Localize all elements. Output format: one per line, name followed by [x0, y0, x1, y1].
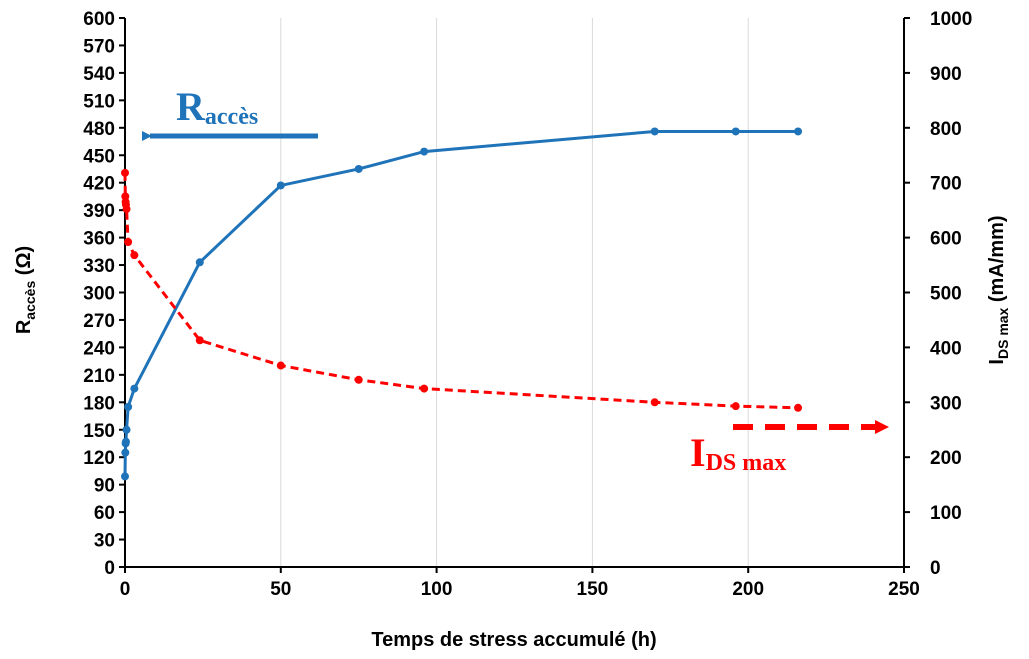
y-left-tick-label-1: 30 [94, 531, 115, 552]
x-tick-label-4: 200 [732, 579, 764, 600]
y-left-tick-label-6: 180 [83, 393, 115, 414]
series-1-point-4 [122, 205, 131, 214]
y-right-tick-label-7: 700 [930, 174, 962, 195]
series-line-0 [123, 129, 799, 477]
y-left-tick-label-2: 60 [94, 503, 115, 524]
series-0-point-10 [420, 147, 429, 156]
series-0-point-3 [121, 437, 130, 446]
series-1-point-7 [195, 336, 204, 345]
y-axis-left-title-unit: (Ω) [13, 246, 35, 281]
series-0-point-4 [122, 425, 131, 434]
y-right-tick-label-4: 400 [930, 338, 962, 359]
y-left-tick-label-3: 90 [94, 476, 115, 497]
y-right-tick-label-2: 200 [930, 448, 962, 469]
series-0-point-8 [276, 181, 285, 190]
series-1-point-6 [130, 251, 139, 260]
y-right-tick-label-0: 0 [930, 558, 941, 579]
x-axis-title: Temps de stress accumulé (h) [371, 629, 656, 651]
series-0-point-9 [354, 164, 363, 173]
y-left-tick-label-11: 330 [83, 256, 115, 277]
series-1-point-8 [276, 361, 285, 370]
y-axis-right-title-unit: (mA/mm) [986, 215, 1008, 307]
y-left-tick-label-18: 540 [83, 64, 115, 85]
y-right-tick-label-9: 900 [930, 64, 962, 85]
series-1-point-9 [354, 375, 363, 384]
annotation-r-acces-main: R [176, 84, 206, 129]
y-axis-left-title: Raccès (Ω) [13, 246, 38, 334]
annotation-r-acces: Raccès [176, 84, 258, 130]
series-0-point-6 [130, 384, 139, 393]
x-tick-label-2: 100 [421, 579, 453, 600]
data-series [121, 127, 803, 481]
y-left-tick-label-8: 240 [83, 338, 115, 359]
y-right-tick-label-5: 500 [930, 284, 962, 305]
y-right-tick-label-6: 600 [930, 229, 962, 250]
annotation-r-acces-sub: accès [205, 104, 258, 130]
series-0-point-11 [650, 127, 659, 136]
annotation-ids-max-main: I [690, 430, 706, 475]
annotations: Raccès IDS max [142, 84, 889, 476]
series-1-point-13 [794, 403, 803, 412]
y-right-tick-label-8: 800 [930, 119, 962, 140]
series-1-point-12 [731, 402, 740, 411]
y-left-tick-label-4: 120 [83, 448, 115, 469]
y-left-tick-label-14: 420 [83, 174, 115, 195]
y-axis-left-title-sub: accès [22, 281, 38, 320]
series-1-point-10 [420, 384, 429, 393]
y-left-tick-label-9: 270 [83, 311, 115, 332]
series-1-point-5 [124, 237, 133, 246]
series-0-point-7 [195, 258, 204, 267]
series-0-point-13 [794, 127, 803, 136]
x-tick-label-3: 150 [577, 579, 609, 600]
series-1-point-0 [121, 168, 129, 177]
y-left-tick-label-16: 480 [83, 119, 115, 140]
y-left-tick-label-12: 360 [83, 229, 115, 250]
y-left-tick-label-10: 300 [83, 284, 115, 305]
y-right-tick-label-10: 1000 [930, 9, 972, 30]
x-tick-label-5: 250 [888, 579, 920, 600]
y-left-tick-label-19: 570 [83, 36, 115, 57]
y-right-tick-label-3: 300 [930, 393, 962, 414]
tick-labels: 0 30 60 90 120 150 180 210 240 270 300 330 360 390 420… [83, 9, 972, 600]
series-0-point-0 [121, 472, 129, 481]
axes [119, 17, 910, 573]
series-0-point-1 [121, 448, 130, 457]
y-axis-right-title: IDS max (mA/mm) [986, 215, 1011, 364]
x-tick-label-1: 50 [270, 579, 291, 600]
x-tick-label-0: 0 [120, 579, 131, 600]
series-0-point-5 [124, 402, 133, 411]
y-axis-right-title-main: I [986, 359, 1008, 365]
y-left-tick-label-15: 450 [83, 146, 115, 167]
y-left-tick-label-5: 150 [83, 421, 115, 442]
y-left-tick-label-13: 390 [83, 201, 115, 222]
y-axis-right-title-sub: DS max [995, 307, 1011, 359]
series-0-point-12 [731, 127, 740, 136]
y-axis-left-title-main: R [13, 319, 35, 334]
y-left-tick-label-17: 510 [83, 91, 115, 112]
y-left-tick-label-0: 0 [104, 558, 115, 579]
annotation-ids-max-sub: DS max [706, 450, 787, 476]
annotation-ids-max: IDS max [690, 430, 786, 476]
y-right-tick-label-1: 100 [930, 503, 962, 524]
grid-lines [280, 18, 749, 567]
y-left-tick-label-7: 210 [83, 366, 115, 387]
series-1-point-11 [650, 398, 659, 407]
y-left-tick-label-20: 600 [83, 9, 115, 30]
series-line-1 [123, 172, 799, 410]
